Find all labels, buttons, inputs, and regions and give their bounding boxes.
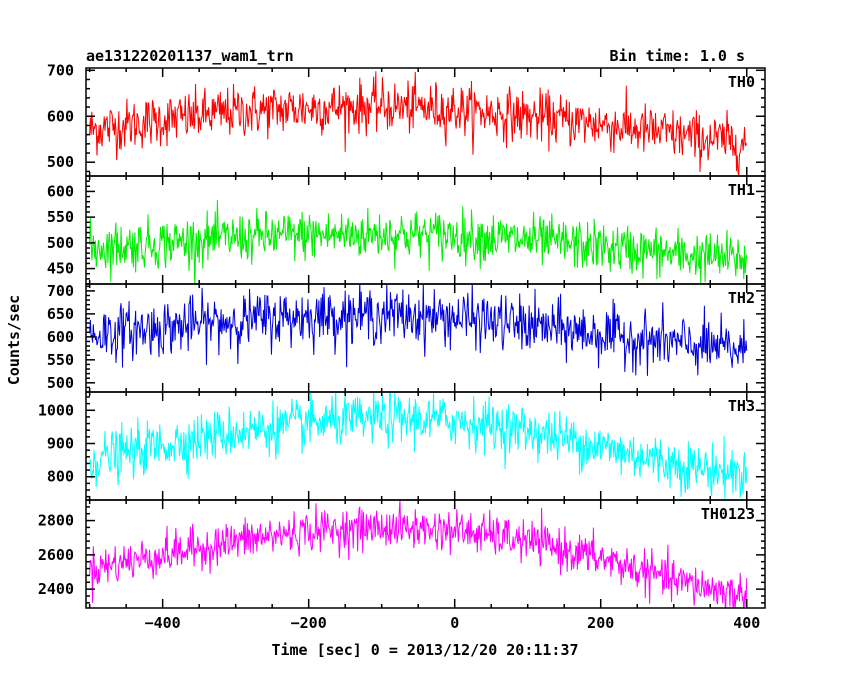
panel-label-th1: TH1 xyxy=(728,181,755,199)
panel-frame xyxy=(85,499,766,609)
x-tick-label: 0 xyxy=(450,614,459,632)
y-tick-label: 800 xyxy=(47,468,74,486)
panel-frame xyxy=(85,391,766,501)
panel-label-th0123: TH0123 xyxy=(701,505,755,523)
panel-th0: TH0 500 600 700 xyxy=(47,61,766,177)
series-line-th0 xyxy=(89,71,748,176)
series-line-th0123 xyxy=(89,500,748,608)
x-axis-label: Time [sec] 0 = 2013/12/20 20:11:37 xyxy=(271,641,578,659)
panel-th3: TH3 800 900 1000 xyxy=(38,391,766,501)
y-tick-label: 550 xyxy=(47,351,74,369)
series-line-th3 xyxy=(89,392,748,499)
y-tick-label: 550 xyxy=(47,208,74,226)
panel-th1: TH1 450 500 550 600 xyxy=(47,175,766,285)
x-tick-label: −200 xyxy=(291,614,327,632)
y-tick-label: 700 xyxy=(47,282,74,300)
panel-label-th0: TH0 xyxy=(728,73,755,91)
panel-label-th3: TH3 xyxy=(728,397,755,415)
y-tick-label: 500 xyxy=(47,153,74,171)
y-tick-label: 900 xyxy=(47,435,74,453)
panels-group: TH0 500 600 700 TH1 450 500 550 600 TH2 500 550 600 6… xyxy=(38,61,766,632)
y-tick-label: 500 xyxy=(47,374,74,392)
y-tick-label: 700 xyxy=(47,61,74,79)
series-line-th2 xyxy=(89,284,748,376)
bin-time-label: Bin time: 1.0 s xyxy=(610,47,745,65)
panel-th2: TH2 500 550 600 650 700 xyxy=(47,282,766,393)
y-axis-label: Counts/sec xyxy=(5,295,23,385)
y-tick-label: 500 xyxy=(47,234,74,252)
x-tick-label: 200 xyxy=(587,614,614,632)
y-tick-label: 600 xyxy=(47,328,74,346)
x-tick-label: −400 xyxy=(145,614,181,632)
y-tick-label: 450 xyxy=(47,260,74,278)
y-tick-label: 1000 xyxy=(38,401,74,419)
y-tick-label: 600 xyxy=(47,107,74,125)
panel-label-th2: TH2 xyxy=(728,289,755,307)
y-tick-label: 600 xyxy=(47,182,74,200)
y-tick-label: 2600 xyxy=(38,546,74,564)
y-tick-label: 2400 xyxy=(38,580,74,598)
series-line-th1 xyxy=(89,200,748,284)
x-tick-label: 400 xyxy=(733,614,760,632)
y-tick-label: 650 xyxy=(47,305,74,323)
panel-th0123: TH0123 2400 2600 2800 xyxy=(38,499,766,609)
chart-title: ae131220201137_wam1_trn xyxy=(86,47,294,65)
y-tick-label: 2800 xyxy=(38,512,74,530)
